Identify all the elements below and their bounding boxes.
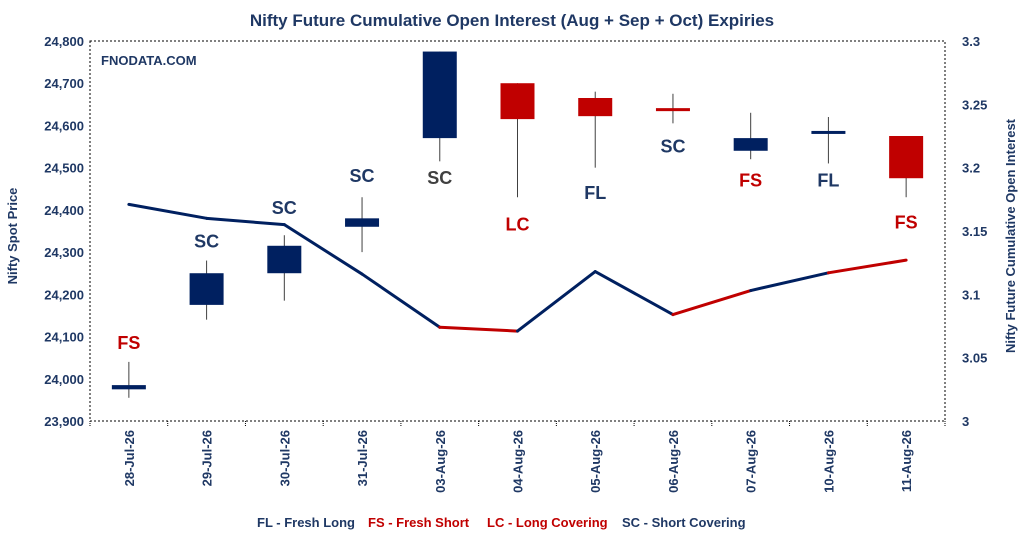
x-tick-label: 31-Jul-26 bbox=[355, 430, 370, 486]
left-tick-label: 24,400 bbox=[44, 203, 84, 218]
annotation-label: FS bbox=[739, 170, 762, 190]
right-axis-label: Nifty Future Cumulative Open Interest bbox=[1003, 118, 1018, 353]
legend-item: FS - Fresh Short bbox=[368, 515, 470, 530]
oi-line-segment bbox=[749, 271, 830, 293]
right-tick-label: 3 bbox=[962, 414, 969, 429]
oi-line-segment bbox=[516, 270, 597, 333]
right-tick-label: 3.05 bbox=[962, 351, 987, 366]
x-tick-label: 29-Jul-26 bbox=[200, 430, 215, 486]
candle-body bbox=[267, 245, 302, 274]
annotation-label: FL bbox=[584, 183, 606, 203]
annotation-label: FS bbox=[895, 213, 918, 233]
x-tick-label: 05-Aug-26 bbox=[588, 430, 603, 493]
x-tick-label: 07-Aug-26 bbox=[744, 430, 759, 493]
oi-line-segment bbox=[282, 223, 364, 276]
annotation-label: SC bbox=[350, 166, 375, 186]
oi-line-segment bbox=[438, 325, 519, 333]
candle-body bbox=[811, 130, 846, 134]
right-tick-label: 3.25 bbox=[962, 97, 987, 112]
right-tick-label: 3.15 bbox=[962, 224, 987, 239]
left-axis: 23,900 24,000 24,100 24,200 24,300 24,400 24,5… bbox=[44, 34, 84, 429]
oi-line-segment bbox=[360, 272, 442, 329]
annotations: FS SC SC SC SC LC FL SC FS FL FS bbox=[117, 137, 917, 353]
x-axis-tick-marks bbox=[89, 421, 946, 427]
left-tick-label: 24,100 bbox=[44, 330, 84, 345]
right-tick-label: 3.1 bbox=[962, 287, 980, 302]
plot-area-border bbox=[89, 40, 946, 422]
legend-item: FL - Fresh Long bbox=[257, 515, 355, 530]
watermark: FNODATA.COM bbox=[101, 53, 197, 68]
candle-body bbox=[111, 385, 146, 390]
x-tick-label: 11-Aug-26 bbox=[899, 430, 914, 492]
candle-body bbox=[733, 138, 768, 151]
oi-line-segment bbox=[671, 289, 753, 317]
left-axis-label: Nifty Spot Price bbox=[5, 188, 20, 285]
annotation-label: SC bbox=[660, 137, 685, 157]
left-tick-label: 24,800 bbox=[44, 34, 84, 49]
left-tick-label: 24,300 bbox=[44, 245, 84, 260]
left-tick-label: 24,200 bbox=[44, 287, 84, 302]
annotation-label: FL bbox=[817, 170, 839, 190]
annotation-label: LC bbox=[506, 215, 530, 235]
oi-line-segment bbox=[593, 270, 675, 317]
chart-title: Nifty Future Cumulative Open Interest (A… bbox=[250, 11, 774, 30]
left-tick-label: 23,900 bbox=[44, 414, 84, 429]
x-tick-label: 06-Aug-26 bbox=[666, 430, 681, 493]
open-interest-line bbox=[127, 202, 908, 333]
x-tick-label: 03-Aug-26 bbox=[433, 430, 448, 493]
candle-body bbox=[422, 51, 457, 139]
oi-line-segment bbox=[826, 258, 908, 275]
right-axis: 3 3.05 3.1 3.15 3.2 3.25 3.3 bbox=[962, 34, 987, 429]
left-tick-label: 24,000 bbox=[44, 372, 84, 387]
candle-body bbox=[345, 218, 380, 227]
candle-body bbox=[500, 83, 535, 120]
oi-line-segment bbox=[205, 216, 286, 227]
left-tick-label: 24,500 bbox=[44, 161, 84, 176]
annotation-label: FS bbox=[117, 333, 140, 353]
left-tick-label: 24,600 bbox=[44, 118, 84, 133]
legend-item: SC - Short Covering bbox=[622, 515, 746, 530]
x-tick-label: 04-Aug-26 bbox=[511, 430, 526, 493]
left-tick-label: 24,700 bbox=[44, 76, 84, 91]
candle-body bbox=[189, 273, 224, 305]
annotation-label: SC bbox=[272, 198, 297, 218]
annotation-label: SC bbox=[427, 168, 452, 188]
candles bbox=[111, 51, 924, 398]
x-axis-labels: 28-Jul-26 29-Jul-26 30-Jul-26 31-Jul-26 03-A… bbox=[122, 430, 914, 493]
candle-body bbox=[889, 136, 924, 179]
legend-item: LC - Long Covering bbox=[487, 515, 608, 530]
legend: FL - Fresh Long FS - Fresh Short LC - Long… bbox=[257, 515, 746, 530]
x-tick-label: 30-Jul-26 bbox=[277, 430, 292, 486]
annotation-label: SC bbox=[194, 232, 219, 252]
x-tick-label: 10-Aug-26 bbox=[821, 430, 836, 493]
x-tick-label: 28-Jul-26 bbox=[122, 430, 137, 486]
right-tick-label: 3.3 bbox=[962, 34, 980, 49]
oi-line-segment bbox=[127, 202, 209, 220]
candle-body bbox=[655, 108, 690, 112]
candle-body bbox=[578, 98, 613, 117]
right-tick-label: 3.2 bbox=[962, 161, 980, 176]
